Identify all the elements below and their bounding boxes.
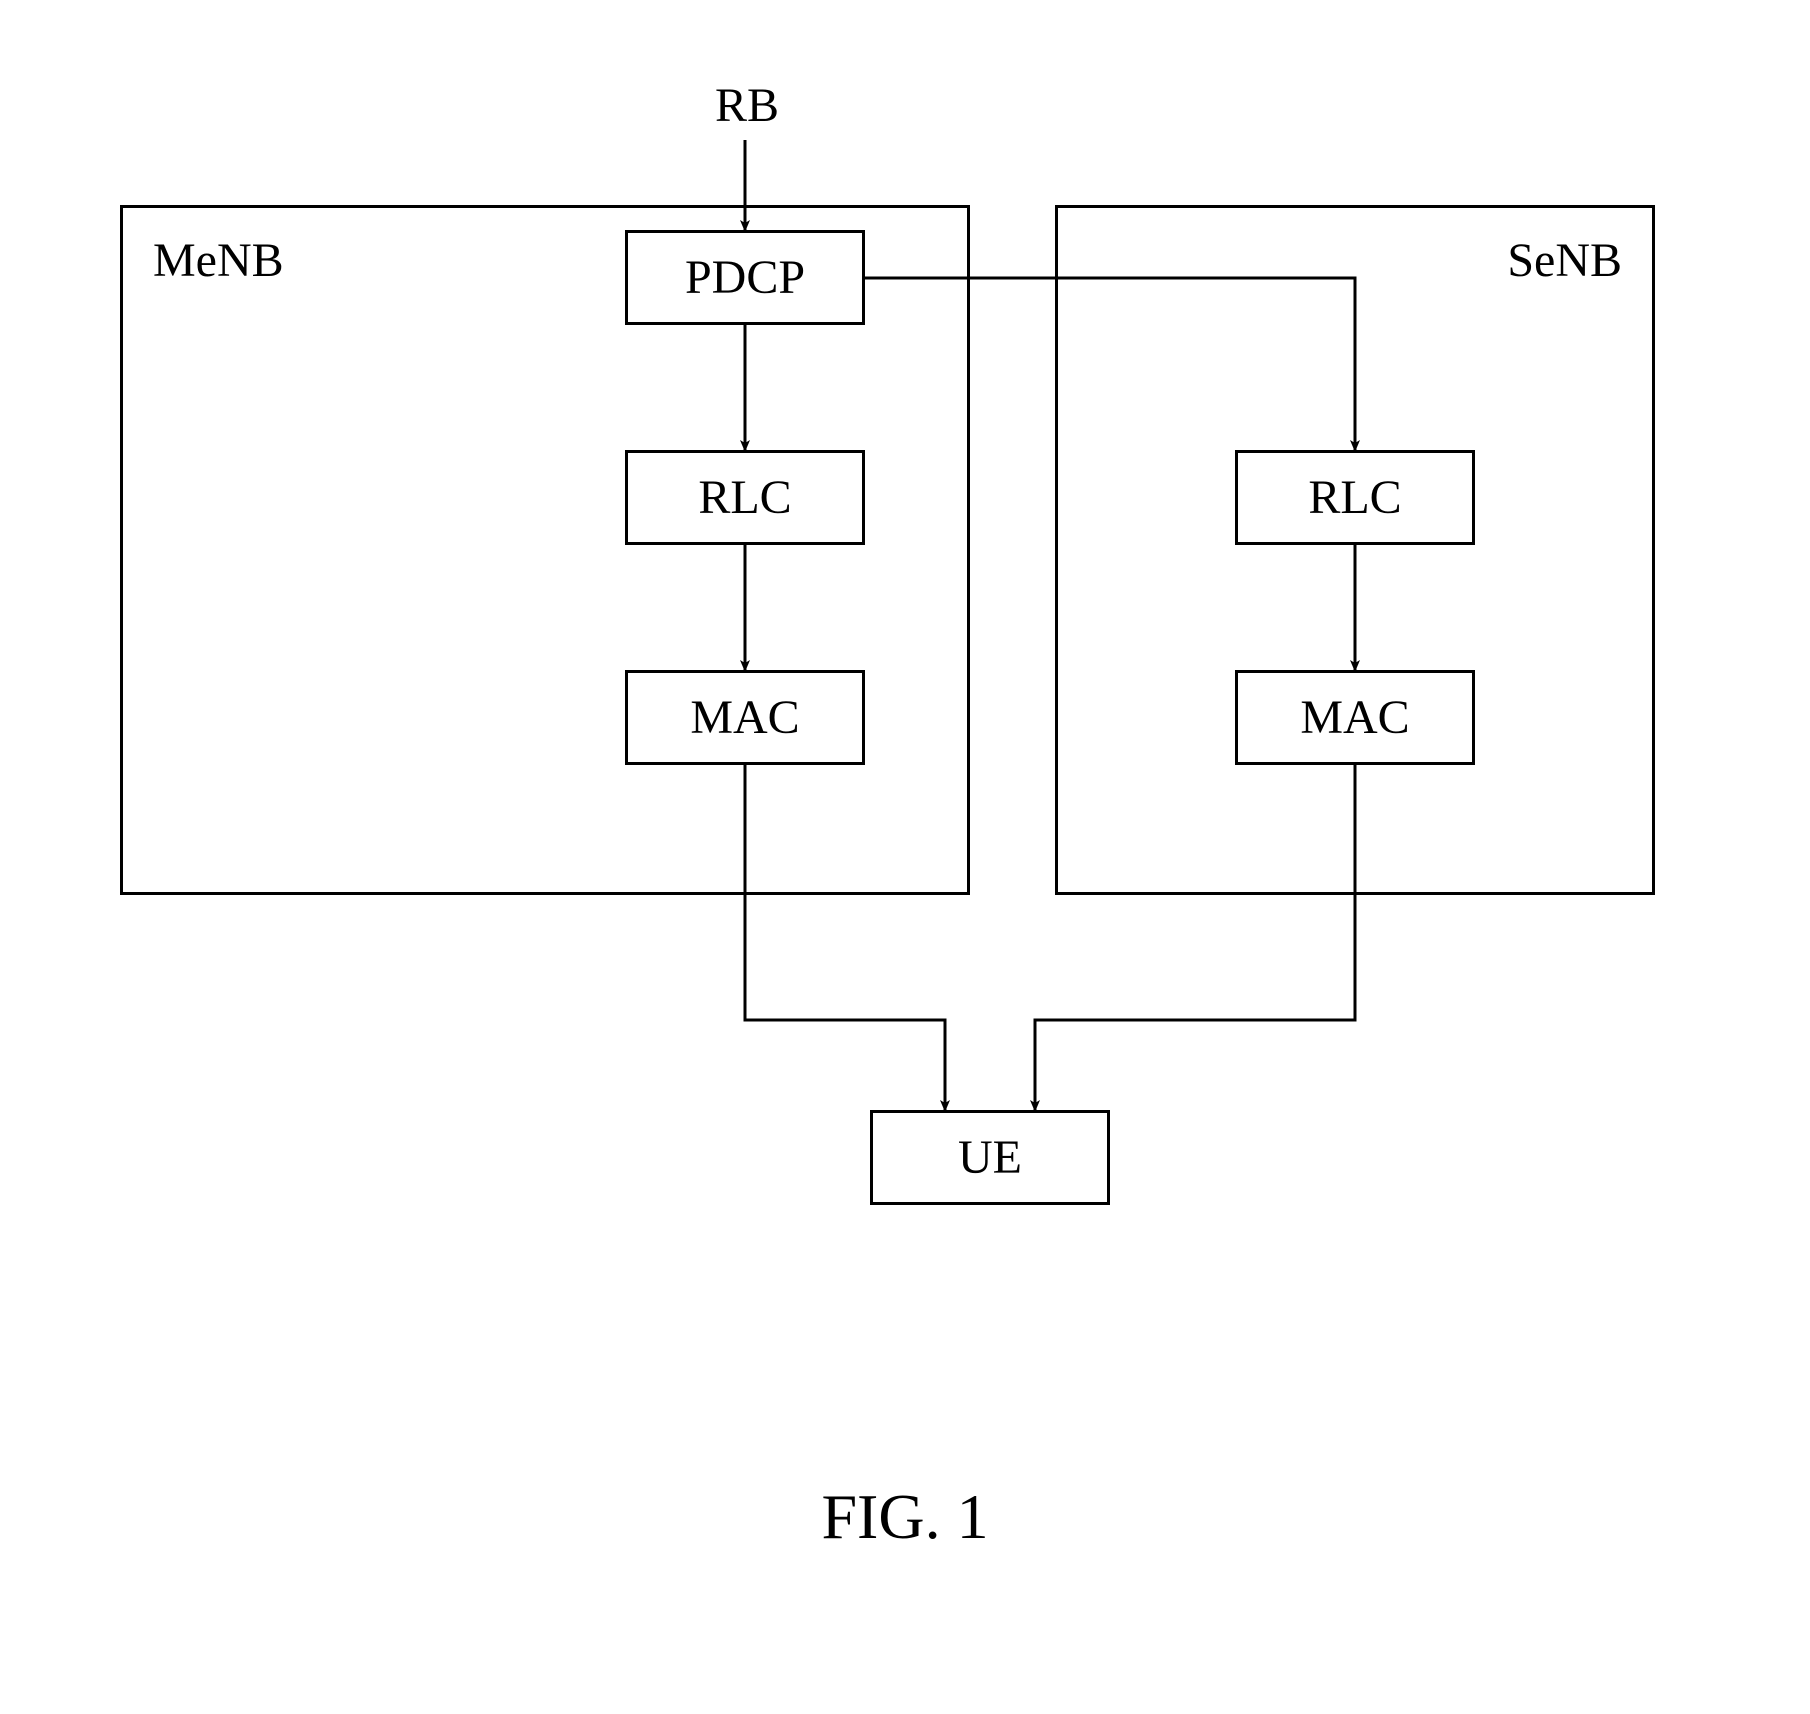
node-mac-menb: MAC [625, 670, 865, 765]
menb-label: MeNB [153, 233, 284, 288]
mac1-text: MAC [690, 690, 799, 745]
ue-text: UE [958, 1130, 1022, 1185]
senb-label: SeNB [1507, 233, 1622, 288]
pdcp-text: PDCP [685, 250, 805, 305]
node-mac-senb: MAC [1235, 670, 1475, 765]
rlc2-text: RLC [1308, 470, 1401, 525]
rb-label: RB [715, 78, 779, 133]
node-rlc-menb: RLC [625, 450, 865, 545]
figure-caption: FIG. 1 [0, 1480, 1810, 1554]
node-pdcp: PDCP [625, 230, 865, 325]
node-rlc-senb: RLC [1235, 450, 1475, 545]
rlc1-text: RLC [698, 470, 791, 525]
node-ue: UE [870, 1110, 1110, 1205]
mac2-text: MAC [1300, 690, 1409, 745]
container-senb: SeNB [1055, 205, 1655, 895]
diagram-canvas: MeNB SeNB RB PDCP RLC MAC RLC MAC UE FI [0, 0, 1810, 1714]
